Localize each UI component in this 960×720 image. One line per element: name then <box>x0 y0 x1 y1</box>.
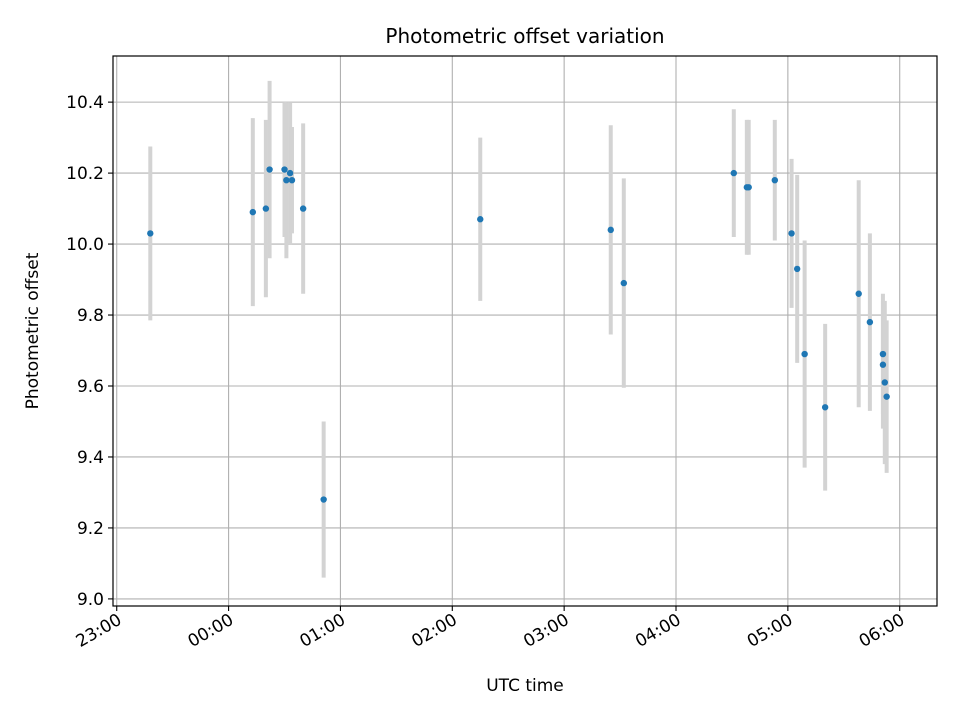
y-axis-ticks: 9.0 9.2 9.4 9.6 9.8 10.0 10.2 10.4 <box>66 93 113 610</box>
x-axis-ticks: 23:00 00:00 01:00 02:00 03:00 04:00 05:00 06:00 <box>73 606 908 652</box>
x-axis-label: UTC time <box>486 676 564 696</box>
data-point <box>249 208 257 216</box>
y-tick-label: 10.0 <box>66 235 104 255</box>
data-point <box>745 184 752 191</box>
data-point <box>607 226 614 234</box>
x-tick-label: 06:00 <box>856 610 908 652</box>
data-points <box>147 166 890 503</box>
data-point <box>281 166 288 173</box>
x-tick-label: 02:00 <box>408 610 460 652</box>
data-point <box>477 216 484 223</box>
y-tick-label: 9.6 <box>77 377 104 397</box>
x-tick-label: 01:00 <box>297 610 349 652</box>
data-point <box>821 404 829 411</box>
data-point <box>286 169 294 177</box>
data-point <box>801 350 808 358</box>
data-point <box>147 230 154 237</box>
data-point <box>881 379 889 386</box>
data-point <box>855 290 862 297</box>
plot-frame <box>112 55 938 607</box>
data-point <box>883 393 890 400</box>
x-tick-label: 04:00 <box>632 610 684 652</box>
data-point <box>879 361 887 368</box>
x-tick-label: 00:00 <box>185 610 237 652</box>
data-point <box>266 166 273 173</box>
data-point <box>283 176 290 184</box>
y-tick-label: 9.0 <box>77 590 104 610</box>
grid <box>113 56 937 606</box>
y-tick-label: 10.2 <box>66 164 104 184</box>
data-point <box>866 318 874 326</box>
y-tick-label: 9.2 <box>77 519 104 539</box>
data-point <box>793 265 801 273</box>
data-point <box>262 205 270 212</box>
data-point <box>320 496 327 503</box>
x-tick-label: 03:00 <box>520 610 572 652</box>
y-tick-label: 9.4 <box>77 448 104 468</box>
data-point <box>879 350 887 358</box>
data-point <box>299 205 307 212</box>
y-tick-label: 9.8 <box>77 306 104 326</box>
x-tick-label: 05:00 <box>744 610 796 652</box>
x-tick-label: 23:00 <box>73 610 125 652</box>
chart-title: Photometric offset variation <box>385 24 664 48</box>
data-point <box>730 169 737 177</box>
y-axis-label: Photometric offset <box>23 252 43 409</box>
data-point <box>771 176 779 184</box>
data-point <box>788 230 795 237</box>
y-tick-label: 10.4 <box>66 93 104 113</box>
errorbars <box>148 80 889 578</box>
data-point <box>620 279 628 287</box>
data-point <box>288 176 296 184</box>
